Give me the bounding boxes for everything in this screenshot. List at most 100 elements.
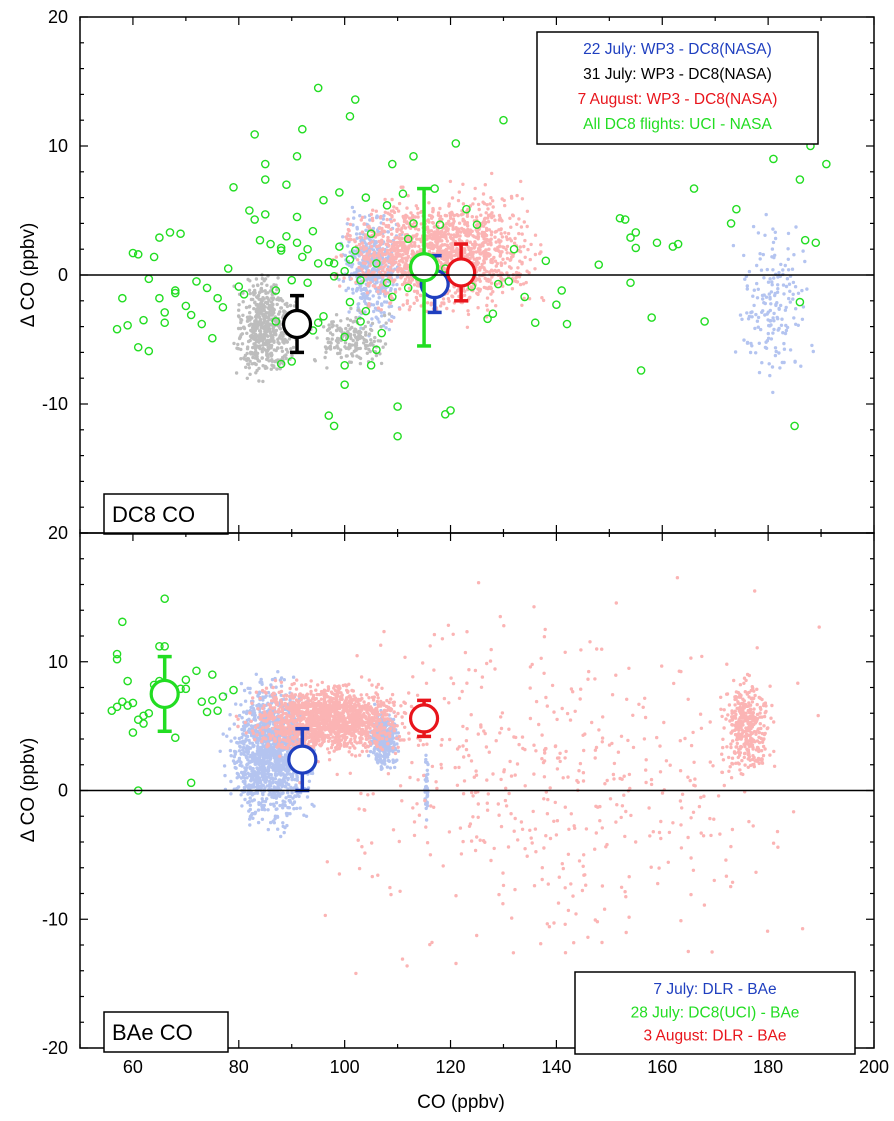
scatter-point	[260, 350, 264, 354]
scatter-point	[367, 224, 371, 229]
scatter-point	[794, 225, 798, 229]
scatter-point	[374, 353, 379, 358]
scatter-point	[264, 333, 268, 338]
scatter-point	[382, 229, 386, 233]
scatter-point	[391, 269, 395, 273]
scatter-point	[484, 248, 488, 253]
scatter-point	[256, 752, 260, 756]
scatter-point	[326, 337, 330, 341]
scatter-point	[358, 356, 363, 361]
scatter-point	[774, 349, 778, 354]
scatter-point	[455, 253, 460, 257]
scatter-point	[771, 268, 775, 272]
scatter-point	[748, 350, 753, 355]
scatter-point	[377, 285, 381, 290]
scatter-point	[493, 218, 497, 222]
scatter-point	[786, 231, 791, 236]
scatter-point	[414, 204, 418, 208]
scatter-point	[755, 296, 760, 300]
scatter-point	[331, 323, 335, 328]
scatter-point	[244, 305, 249, 310]
scatter-point	[364, 278, 369, 282]
scatter-point	[520, 262, 524, 266]
scatter-point	[766, 331, 770, 336]
scatter-point	[265, 760, 269, 765]
scatter-point	[266, 291, 270, 295]
scatter-point	[293, 777, 297, 782]
scatter-point	[791, 297, 795, 301]
scatter-point	[428, 233, 432, 237]
scatter-point	[489, 243, 493, 247]
scatter-point	[408, 305, 412, 309]
scatter-point	[237, 308, 241, 312]
scatter-point	[267, 324, 271, 329]
scatter-point	[776, 317, 780, 321]
scatter-point	[455, 213, 459, 217]
scatter-point	[247, 366, 251, 370]
scatter-point	[770, 280, 774, 284]
scatter-point	[344, 288, 348, 293]
scatter-point	[268, 327, 272, 331]
scatter-point	[359, 218, 363, 222]
scatter-point	[461, 182, 465, 186]
scatter-point	[247, 323, 251, 328]
scatter-point	[389, 227, 393, 232]
scatter-point	[784, 323, 788, 328]
scatter-point	[381, 253, 385, 257]
scatter-point	[368, 281, 372, 285]
scatter-point	[371, 751, 376, 755]
scatter-point	[248, 359, 252, 363]
scatter-point	[499, 228, 503, 232]
scatter-point	[266, 339, 270, 344]
scatter-point	[500, 250, 504, 254]
scatter-point	[229, 792, 233, 796]
scatter-point	[375, 301, 379, 306]
scatter-point	[243, 797, 247, 802]
scatter-point	[405, 206, 409, 210]
scatter-point	[368, 218, 372, 222]
scatter-point	[352, 249, 356, 253]
scatter-point	[367, 256, 371, 260]
scatter-point	[759, 268, 764, 272]
scatter-point	[255, 295, 260, 300]
scatter-point	[760, 361, 764, 365]
scatter-point	[405, 293, 409, 297]
scatter-point	[375, 214, 379, 218]
scatter-point	[258, 760, 262, 764]
scatter-point	[425, 768, 429, 772]
scatter-point	[287, 337, 292, 341]
scatter-point	[351, 291, 355, 295]
scatter-point	[274, 333, 278, 337]
scatter-point	[285, 304, 290, 309]
scatter-point	[378, 283, 383, 287]
scatter-point	[457, 229, 461, 233]
scatter-point	[503, 203, 507, 208]
scatter-point	[281, 332, 285, 336]
scatter-point	[354, 343, 359, 348]
scatter-point	[440, 301, 444, 305]
scatter-point	[370, 321, 375, 326]
scatter-point	[786, 268, 791, 272]
top-panel-label: DC8 CO	[112, 502, 195, 527]
scatter-point	[480, 262, 484, 267]
scatter-point	[285, 301, 289, 306]
scatter-point	[505, 256, 510, 261]
scatter-point	[777, 271, 781, 275]
scatter-point	[287, 783, 291, 787]
scatter-point	[371, 294, 375, 298]
scatter-point	[221, 732, 225, 736]
scatter-point	[374, 209, 378, 213]
scatter-point	[372, 309, 376, 314]
scatter-point	[355, 225, 359, 230]
scatter-point	[519, 225, 524, 229]
scatter-point	[268, 289, 273, 293]
scatter-point	[391, 209, 395, 213]
scatter-point	[465, 325, 470, 329]
scatter-point	[280, 349, 285, 353]
scatter-point	[799, 364, 803, 368]
scatter-point	[359, 252, 364, 256]
scatter-point	[485, 308, 490, 312]
scatter-point	[753, 326, 757, 331]
scatter-point	[793, 285, 798, 289]
scatter-point	[784, 328, 789, 333]
